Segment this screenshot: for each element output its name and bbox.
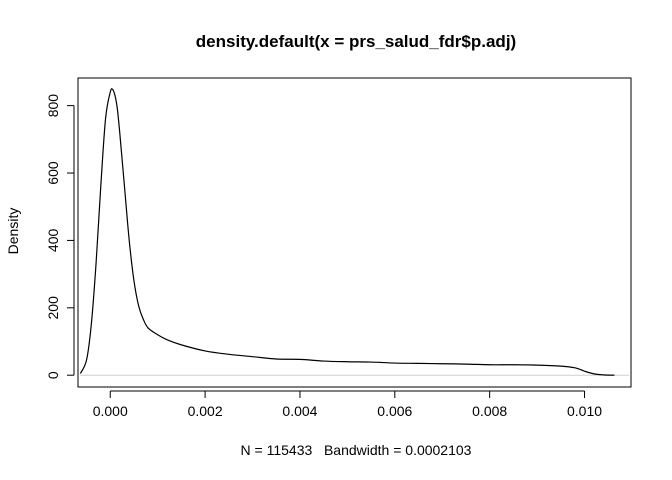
y-tick-label: 600 <box>45 161 61 185</box>
x-tick-label: 0.000 <box>93 403 128 419</box>
x-tick-label: 0.008 <box>472 403 507 419</box>
y-axis-label: Density <box>5 208 21 255</box>
chart-title: density.default(x = prs_salud_fdr$p.adj) <box>196 32 516 51</box>
plot-frame <box>77 77 632 388</box>
x-tick-label: 0.006 <box>377 403 412 419</box>
y-tick-label: 400 <box>45 229 61 253</box>
y-axis: 0 200 400 600 800 <box>45 94 75 379</box>
x-axis: 0.000 0.002 0.004 0.006 0.008 0.010 <box>93 390 602 419</box>
x-axis-label: N = 115433 Bandwidth = 0.0002103 <box>241 442 472 458</box>
x-tick-label: 0.004 <box>282 403 317 419</box>
x-tick-label: 0.002 <box>188 403 223 419</box>
y-tick-label: 800 <box>45 94 61 118</box>
density-curve <box>79 88 615 376</box>
y-tick-label: 0 <box>45 371 61 379</box>
y-tick-label: 200 <box>45 296 61 320</box>
x-tick-label: 0.010 <box>567 403 602 419</box>
